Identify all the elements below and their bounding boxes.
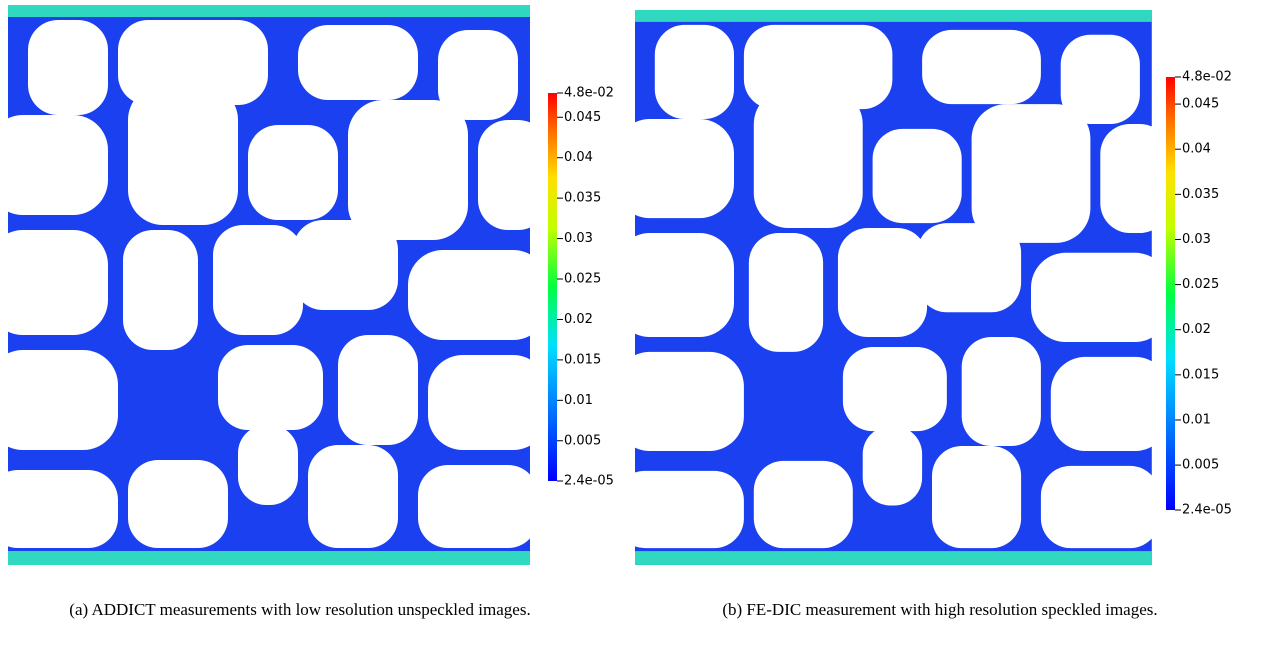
- colorbar-tick-label: 0.03: [564, 231, 593, 246]
- colorbar-tick-label: 0.04: [564, 150, 593, 165]
- colorbar-tick-label: 0.045: [564, 110, 601, 125]
- caption: (b) FE-DIC measurement with high resolut…: [722, 600, 1158, 619]
- colorbar-tick-label: 0.04: [1182, 142, 1211, 157]
- strain-field-a: [0, 5, 548, 565]
- figure: 4.8e-02 0.045 0.04 0.035 0.03 0.025 0.02 0.015 0…: [0, 5, 1232, 565]
- colorbar-tick-label: 0.015: [1182, 367, 1219, 382]
- colorbar-tick-label: 0.005: [564, 433, 601, 448]
- colorbar-tick-label: 0.035: [1182, 187, 1219, 202]
- colorbar-tick-label: 0.045: [1182, 97, 1219, 112]
- colorbar-tick-label: 4.8e-02: [564, 86, 614, 101]
- colorbar-tick-label: 0.005: [1182, 458, 1219, 473]
- colorbar-tick-label: 0.01: [564, 393, 593, 408]
- colorbar-tick-label: 0.03: [1182, 232, 1211, 247]
- colorbar: [548, 93, 557, 481]
- colorbar: [1166, 77, 1175, 510]
- colorbar-tick-label: 0.01: [1182, 412, 1211, 427]
- colorbar-tick-label: 0.035: [564, 191, 601, 206]
- colorbar-tick-label: 2.4e-05: [564, 474, 614, 489]
- caption: (a) ADDICT measurements with low resolut…: [69, 600, 531, 619]
- colorbar-tick-label: 0.02: [1182, 322, 1211, 337]
- colorbar-tick-label: 2.4e-05: [1182, 503, 1232, 518]
- colorbar-tick-label: 0.025: [564, 272, 601, 287]
- colorbar-tick-label: 4.8e-02: [1182, 70, 1232, 85]
- colorbar-tick-label: 0.025: [1182, 277, 1219, 292]
- colorbar-tick-label: 0.02: [564, 312, 593, 327]
- strain-field-b: [615, 10, 1170, 565]
- colorbar-tick-label: 0.015: [564, 352, 601, 367]
